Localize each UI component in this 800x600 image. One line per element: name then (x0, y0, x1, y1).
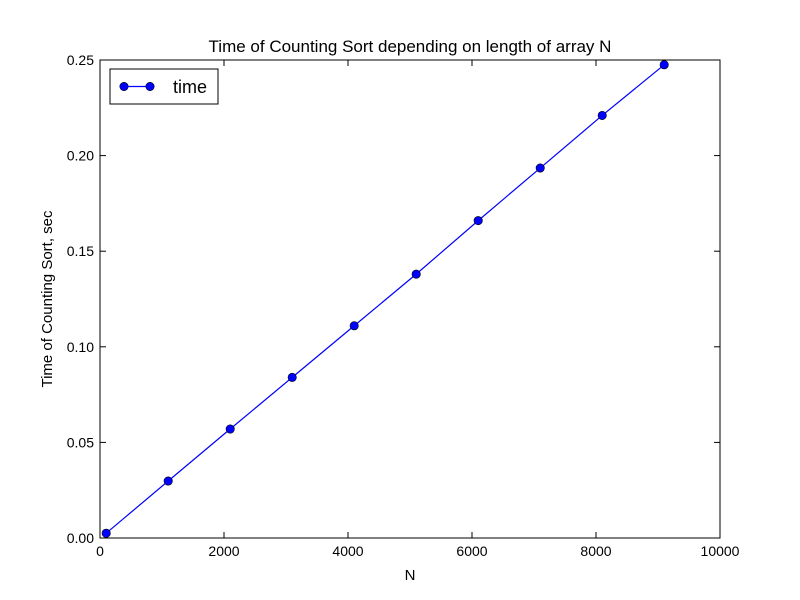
legend-label-time: time (173, 77, 207, 97)
plot-frame (99, 59, 721, 539)
data-point (163, 476, 173, 486)
data-point (349, 321, 359, 331)
y-axis-label: Time of Counting Sort, sec (39, 210, 56, 388)
series-line-time (105, 64, 665, 534)
y-tick-label: 0.00 (67, 530, 94, 546)
data-point (597, 110, 607, 120)
data-point (411, 269, 421, 279)
axis-ticks: 0 2000 4000 6000 8000 10000 0.00 0.05 0.10 0.15 0.… (67, 52, 740, 559)
x-tick-label: 0 (96, 543, 104, 559)
data-point (473, 216, 483, 226)
y-tick-label: 0.20 (67, 148, 94, 164)
legend-marker (119, 82, 129, 92)
chart-title: Time of Counting Sort depending on lengt… (209, 37, 612, 56)
y-tick-label: 0.15 (67, 243, 94, 259)
data-point (659, 60, 669, 70)
x-tick-label: 10000 (701, 543, 740, 559)
data-point (287, 372, 297, 382)
x-tick-label: 6000 (456, 543, 487, 559)
legend-marker (145, 82, 155, 92)
y-tick-label: 0.25 (67, 52, 94, 68)
y-tick-label: 0.10 (67, 339, 94, 355)
data-point (535, 163, 545, 173)
x-tick-label: 4000 (332, 543, 363, 559)
x-tick-label: 8000 (580, 543, 611, 559)
legend: time (109, 68, 219, 105)
y-tick-label: 0.05 (67, 434, 94, 450)
x-tick-label: 2000 (208, 543, 239, 559)
x-axis-label: N (405, 567, 416, 584)
data-point (101, 528, 111, 538)
series-layer (101, 60, 669, 538)
data-point (225, 424, 235, 434)
